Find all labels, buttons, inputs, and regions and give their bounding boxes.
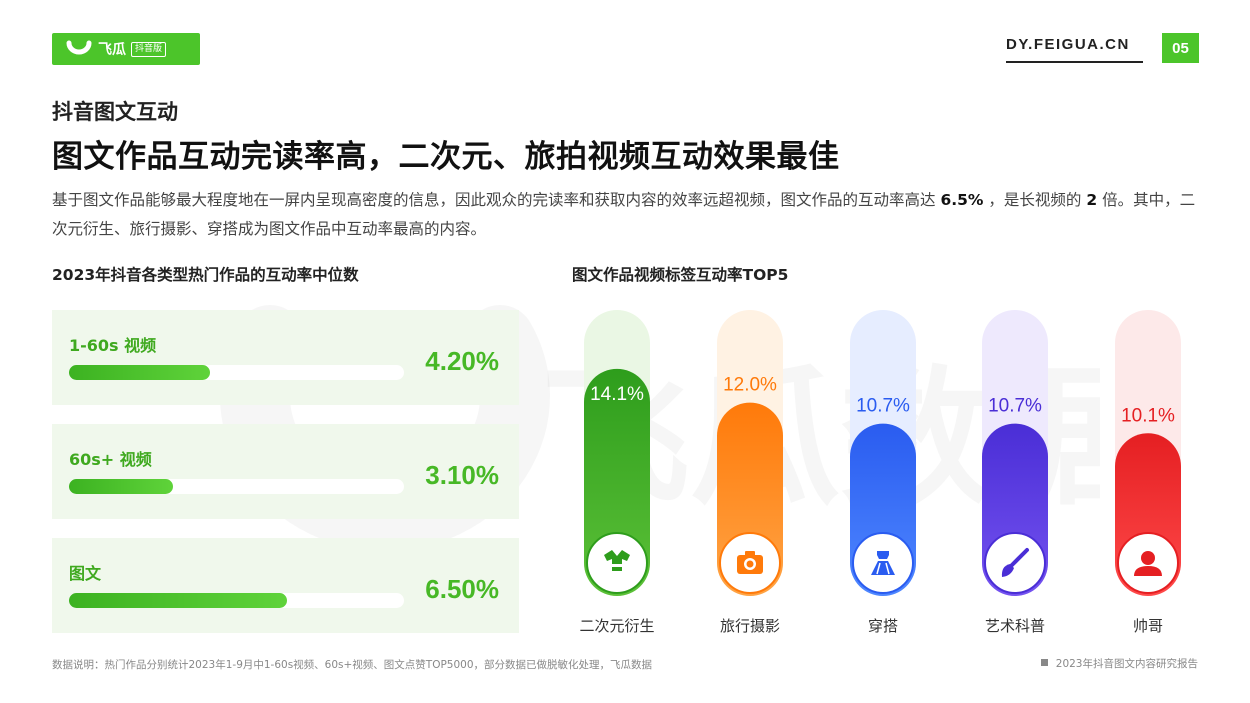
- right-chart-title: 图文作品视频标签互动率TOP5: [572, 266, 789, 284]
- site-underline: [1006, 61, 1143, 63]
- robe-icon: [604, 550, 630, 571]
- description-part1: 基于图文作品能够最大程度地在一屏内呈现高密度的信息，因此观众的完读率和获取内容的…: [52, 191, 936, 209]
- tag-category-label: 艺术科普: [985, 617, 1045, 635]
- tag-category-label: 二次元衍生: [579, 617, 654, 635]
- person-icon: [1134, 551, 1162, 576]
- rate-label: 1-60s 视频: [69, 336, 157, 355]
- description-part3: 倍。其中，二次元衍生、旅行摄影、穿搭成为图文作品中互动率最高的内容。: [52, 191, 1196, 238]
- site-url[interactable]: DY.FEIGUA.CN: [1006, 36, 1130, 53]
- camera-icon: [737, 551, 763, 574]
- dress-icon: [871, 551, 895, 575]
- rate-bar: [69, 479, 173, 494]
- description: 基于图文作品能够最大程度地在一屏内呈现高密度的信息，因此观众的完读率和获取内容的…: [52, 186, 1202, 244]
- rate-value: 6.50%: [425, 574, 499, 604]
- report-title: 2023年抖音图文内容研究报告: [1040, 656, 1198, 671]
- description-part2: ，是长视频的: [988, 191, 1082, 209]
- tag-value-label: 10.7%: [856, 396, 910, 417]
- tag-bar-group: 10.1% 帅哥: [1115, 310, 1181, 635]
- page-headline: 图文作品互动完读率高，二次元、旅拍视频互动效果最佳: [52, 139, 840, 175]
- section-title: 抖音图文互动: [52, 100, 178, 124]
- tag-bar-group: 10.7% 穿搭: [850, 310, 916, 635]
- report-square-icon: [1040, 659, 1048, 666]
- report-title-text: 2023年抖音图文内容研究报告: [1055, 658, 1198, 670]
- rate-value: 4.20%: [425, 346, 499, 376]
- left-chart-title: 2023年抖音各类型热门作品的互动率中位数: [52, 266, 359, 284]
- rate-card: 图文 6.50%: [52, 538, 519, 633]
- tag-value-label: 10.1%: [1121, 405, 1175, 426]
- rate-card: 1-60s 视频 4.20%: [52, 310, 519, 405]
- tag-category-label: 旅行摄影: [720, 617, 780, 635]
- page-number: 05: [1162, 33, 1199, 63]
- tag-category-label: 穿搭: [868, 617, 898, 635]
- description-rate: 6.5%: [940, 191, 984, 209]
- rate-bar: [69, 365, 210, 380]
- brand-name: 飞瓜: [98, 42, 126, 58]
- rate-track: [69, 365, 404, 380]
- description-times: 2: [1086, 191, 1098, 209]
- footnote: 数据说明：热门作品分别统计2023年1-9月中1-60s视频、60s+视频、图文…: [52, 659, 653, 671]
- tag-top5-chart: 14.1% 二次元衍生 12.0% 旅行摄影 10.7% 穿搭 10.7% 艺术科普 10.1%…: [579, 310, 1181, 635]
- brand-badge: 抖音版: [131, 41, 167, 57]
- tag-bar-group: 10.7% 艺术科普: [982, 310, 1048, 635]
- brand-logo: 飞瓜 抖音版: [52, 33, 200, 65]
- paintbrush-icon: [1001, 548, 1029, 577]
- rate-value: 3.10%: [425, 460, 499, 490]
- tag-bar-group: 12.0% 旅行摄影: [717, 310, 783, 635]
- rate-bar: [69, 593, 287, 608]
- tag-value-label: 10.7%: [988, 396, 1042, 417]
- rate-track: [69, 593, 404, 608]
- rate-card: 60s+ 视频 3.10%: [52, 424, 519, 519]
- rate-label: 图文: [69, 564, 102, 583]
- tag-value-label: 14.1%: [590, 384, 644, 405]
- tag-value-label: 12.0%: [723, 375, 777, 396]
- tag-category-label: 帅哥: [1133, 617, 1163, 635]
- feigua-logo-icon: [66, 40, 92, 55]
- rate-track: [69, 479, 404, 494]
- rate-label: 60s+ 视频: [69, 450, 152, 469]
- tag-bar-group: 14.1% 二次元衍生: [579, 310, 655, 635]
